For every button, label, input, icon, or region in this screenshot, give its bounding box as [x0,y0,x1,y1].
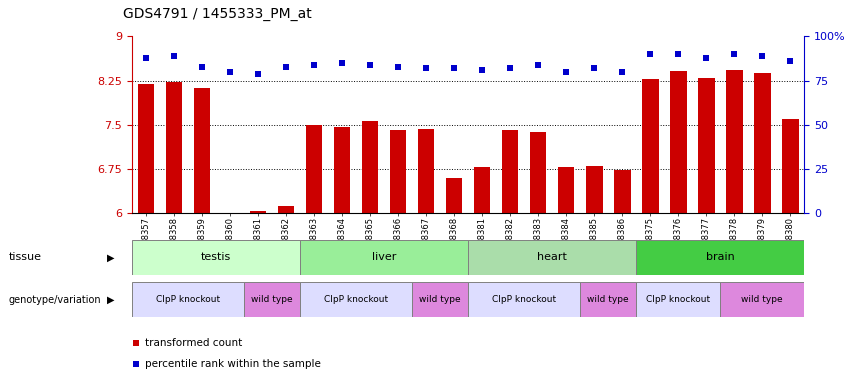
Bar [418,129,435,213]
Text: ClpP knockout: ClpP knockout [324,295,388,304]
Text: tissue: tissue [9,252,42,262]
Text: wild type: wild type [587,295,629,304]
Bar [221,212,238,213]
Text: ClpP knockout: ClpP knockout [646,295,711,304]
Bar [529,132,546,213]
Bar [446,178,462,213]
Bar [468,282,580,317]
Bar [637,282,720,317]
Bar [412,282,468,317]
Bar [726,70,743,213]
Bar [698,78,715,213]
Bar [754,73,771,213]
Bar [474,167,490,213]
Bar [138,84,154,213]
Text: heart: heart [537,252,567,262]
Bar [580,282,637,317]
Bar [132,282,244,317]
Text: percentile rank within the sample: percentile rank within the sample [145,359,320,369]
Text: ClpP knockout: ClpP knockout [156,295,220,304]
Bar [720,282,804,317]
Text: wild type: wild type [741,295,783,304]
Bar [244,282,300,317]
Text: wild type: wild type [251,295,293,304]
Bar [362,121,379,213]
Text: GDS4791 / 1455333_PM_at: GDS4791 / 1455333_PM_at [123,7,312,21]
Bar [614,170,631,213]
Bar [249,211,266,213]
Text: testis: testis [201,252,231,262]
Bar [390,129,407,213]
Text: ClpP knockout: ClpP knockout [492,295,557,304]
Bar [306,125,323,213]
Text: ▶: ▶ [107,295,114,305]
Bar [300,282,412,317]
Text: genotype/variation: genotype/variation [9,295,101,305]
Bar [670,71,687,213]
Bar [277,206,294,213]
Text: wild type: wild type [420,295,461,304]
Bar [782,119,798,213]
Text: liver: liver [372,252,397,262]
Text: ▶: ▶ [107,252,114,262]
Bar [132,240,300,275]
Bar [468,240,637,275]
Bar [165,83,182,213]
Text: transformed count: transformed count [145,338,242,348]
Bar [300,240,468,275]
Bar [502,129,518,213]
Bar [585,166,603,213]
Bar [637,240,804,275]
Bar [334,127,351,213]
Bar [642,79,659,213]
Text: brain: brain [705,252,734,262]
Bar [557,167,574,213]
Bar [193,88,210,213]
